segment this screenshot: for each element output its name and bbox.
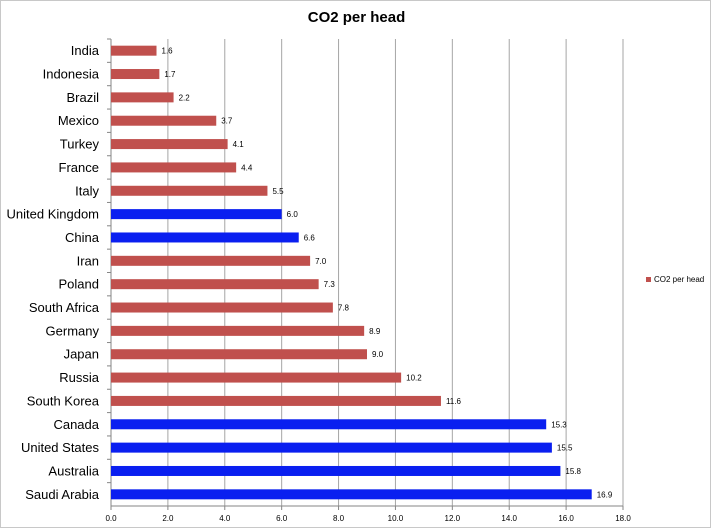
data-label: 15.3 <box>551 420 567 429</box>
x-tick-label: 12.0 <box>445 514 461 523</box>
category-label: Australia <box>48 463 99 478</box>
category-label: United Kingdom <box>7 207 100 222</box>
category-label: Germany <box>46 323 100 338</box>
data-label: 4.1 <box>233 140 245 149</box>
bar-turkey <box>111 139 228 150</box>
bar-china <box>111 232 299 243</box>
bar-mexico <box>111 115 217 126</box>
bar-indonesia <box>111 69 160 80</box>
chart-title: CO2 per head <box>307 9 406 26</box>
bar-italy <box>111 185 268 196</box>
data-label: 16.9 <box>597 490 613 499</box>
data-label: 7.3 <box>324 280 336 289</box>
x-tick-label: 0.0 <box>105 514 117 523</box>
category-label: Turkey <box>60 137 100 152</box>
bar-brazil <box>111 92 174 103</box>
legend-label: CO2 per head <box>654 275 704 284</box>
data-label: 4.4 <box>241 163 253 172</box>
data-label: 5.5 <box>272 187 284 196</box>
data-label: 10.2 <box>406 374 422 383</box>
bar-south-korea <box>111 395 441 406</box>
category-label: India <box>71 43 100 58</box>
data-label: 15.8 <box>565 467 581 476</box>
bar-france <box>111 162 237 173</box>
category-label: South Africa <box>29 300 100 315</box>
data-label: 8.9 <box>369 327 381 336</box>
category-label: Japan <box>64 347 99 362</box>
data-label: 7.0 <box>315 257 327 266</box>
bar-australia <box>111 465 561 476</box>
legend: CO2 per head <box>646 275 704 284</box>
category-label: China <box>65 230 100 245</box>
category-label: Italy <box>75 183 99 198</box>
bar-saudi-arabia <box>111 489 592 500</box>
bar-south-africa <box>111 302 333 313</box>
category-label: United States <box>21 440 100 455</box>
bar-india <box>111 45 157 56</box>
bar-japan <box>111 349 367 360</box>
bar-iran <box>111 255 311 266</box>
category-label: Brazil <box>66 90 99 105</box>
category-label: France <box>59 160 99 175</box>
data-label: 11.6 <box>446 397 462 406</box>
x-tick-label: 16.0 <box>558 514 574 523</box>
x-tick-label: 18.0 <box>615 514 631 523</box>
category-label: Canada <box>53 417 99 432</box>
data-label: 7.8 <box>338 304 350 313</box>
gridlines <box>107 38 624 510</box>
x-tick-label: 2.0 <box>162 514 174 523</box>
x-tick-label: 6.0 <box>276 514 288 523</box>
x-tick-label: 14.0 <box>501 514 517 523</box>
category-label: Poland <box>59 277 99 292</box>
x-tick-label: 8.0 <box>333 514 345 523</box>
legend-swatch <box>646 277 651 282</box>
labels: 0.0 2.0 4.0 6.0 8.0 10.0 12.0 14.0 16.0 18.0 India… <box>7 43 632 523</box>
data-label: 9.0 <box>372 350 384 359</box>
data-label: 1.7 <box>164 70 176 79</box>
x-tick-label: 4.0 <box>219 514 231 523</box>
data-label: 3.7 <box>221 117 233 126</box>
category-label: Mexico <box>58 113 99 128</box>
bar-germany <box>111 325 365 336</box>
bar-united-kingdom <box>111 209 282 220</box>
data-label: 6.6 <box>304 233 316 242</box>
bar-poland <box>111 279 319 290</box>
data-label: 1.6 <box>162 47 174 56</box>
data-label: 15.5 <box>557 444 573 453</box>
bar-canada <box>111 419 547 430</box>
category-label: Iran <box>77 253 99 268</box>
category-label: Indonesia <box>43 67 100 82</box>
category-label: Russia <box>59 370 100 385</box>
category-label: South Korea <box>27 393 100 408</box>
data-label: 6.0 <box>287 210 299 219</box>
bars <box>111 45 592 500</box>
bar-united-states <box>111 442 552 453</box>
x-tick-label: 10.0 <box>388 514 404 523</box>
data-label: 2.2 <box>179 93 191 102</box>
category-label: Saudi Arabia <box>25 487 99 502</box>
bar-russia <box>111 372 402 383</box>
